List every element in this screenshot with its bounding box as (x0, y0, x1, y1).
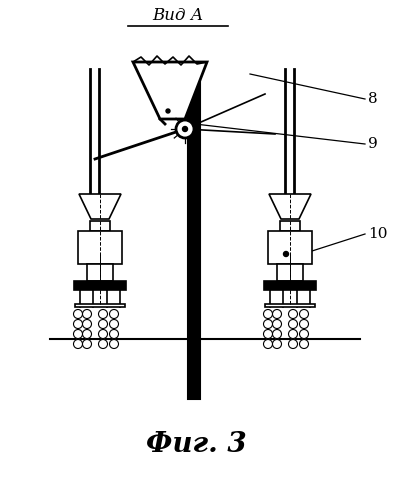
Circle shape (288, 309, 298, 318)
Bar (75, 304, 125, 307)
Circle shape (263, 319, 272, 328)
Circle shape (83, 339, 92, 348)
Polygon shape (133, 62, 207, 119)
Circle shape (299, 319, 309, 328)
Bar (74, 281, 126, 290)
Circle shape (110, 339, 119, 348)
Circle shape (73, 329, 83, 338)
Circle shape (73, 339, 83, 348)
Bar (268, 231, 312, 264)
Text: 9: 9 (368, 137, 378, 151)
Bar (78, 231, 122, 264)
Bar (264, 281, 316, 290)
Circle shape (299, 329, 309, 338)
Bar (265, 304, 315, 307)
Circle shape (263, 339, 272, 348)
Circle shape (99, 309, 108, 318)
Circle shape (73, 319, 83, 328)
Circle shape (272, 339, 281, 348)
Circle shape (299, 309, 309, 318)
Circle shape (176, 120, 194, 138)
Circle shape (272, 329, 281, 338)
Polygon shape (79, 194, 121, 219)
Circle shape (288, 339, 298, 348)
Circle shape (99, 329, 108, 338)
Circle shape (83, 309, 92, 318)
Circle shape (299, 339, 309, 348)
Circle shape (166, 109, 170, 113)
Text: 8: 8 (368, 92, 378, 106)
Bar (87, 264, 113, 281)
Circle shape (110, 319, 119, 328)
Bar (277, 264, 303, 281)
Circle shape (110, 329, 119, 338)
Bar (280, 221, 300, 231)
Circle shape (73, 309, 83, 318)
Circle shape (283, 251, 288, 256)
Circle shape (110, 309, 119, 318)
Text: 10: 10 (368, 227, 387, 241)
Circle shape (99, 319, 108, 328)
Polygon shape (269, 194, 311, 219)
Text: Вид А: Вид А (152, 7, 204, 24)
Bar (188, 69, 200, 399)
Text: Фиг. 3: Фиг. 3 (146, 431, 246, 458)
Circle shape (83, 319, 92, 328)
Circle shape (288, 329, 298, 338)
Circle shape (263, 329, 272, 338)
Circle shape (263, 309, 272, 318)
Circle shape (99, 339, 108, 348)
Circle shape (272, 319, 281, 328)
Circle shape (182, 127, 187, 132)
Circle shape (288, 319, 298, 328)
Bar (90, 221, 110, 231)
Circle shape (83, 329, 92, 338)
Circle shape (272, 309, 281, 318)
